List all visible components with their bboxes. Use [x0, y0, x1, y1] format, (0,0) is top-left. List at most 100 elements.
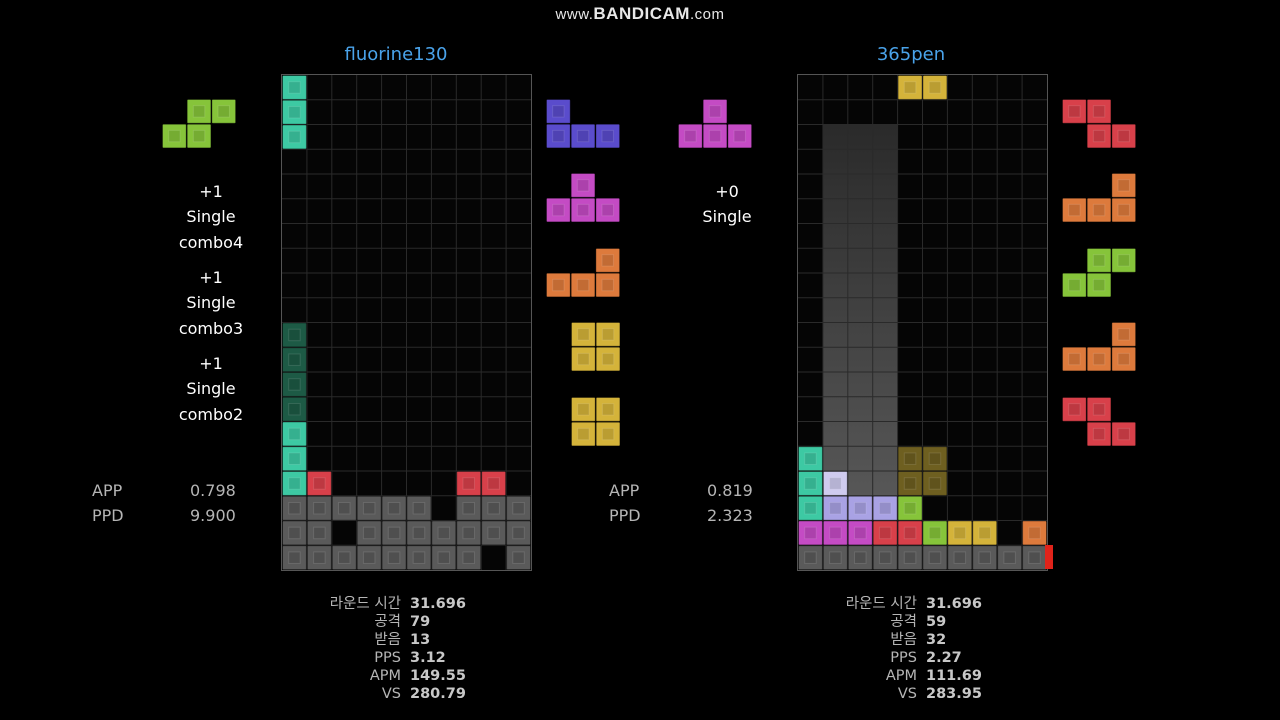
piece-cell	[595, 421, 621, 447]
piece-cell	[595, 346, 621, 372]
cell-i	[282, 471, 307, 496]
piece-cell	[1086, 421, 1112, 447]
piece-z-icon	[1062, 397, 1137, 447]
player1-next-piece-1	[546, 99, 621, 153]
piece-cell	[1062, 346, 1087, 372]
player1-hold-piece	[162, 99, 237, 153]
board-grid	[798, 75, 1047, 570]
piece-cell	[702, 123, 728, 149]
cell-o	[947, 520, 973, 546]
cell-garbage	[431, 545, 457, 570]
cell-garbage	[872, 545, 898, 570]
cell-o	[897, 75, 923, 100]
cell-o	[972, 520, 998, 546]
received-label: 받음	[890, 632, 917, 648]
piece-cell	[546, 197, 571, 223]
vs-value: 280.79	[410, 686, 466, 702]
cell-garbage	[381, 495, 407, 521]
cell-o	[922, 75, 948, 100]
piece-cell	[702, 99, 728, 124]
received-value: 13	[410, 632, 431, 648]
cell-o	[922, 471, 948, 496]
cell-garbage	[481, 495, 507, 521]
piece-cell	[546, 99, 571, 124]
player2-summary: 라운드 시간 31.696 공격 59 받음 32 PPS 2.27 APM 111.69…	[816, 595, 982, 703]
action-clear-type: Single	[186, 293, 236, 313]
summary-row-vs: VS 280.79	[300, 685, 466, 703]
ppd-value: 2.323	[707, 506, 753, 525]
piece-cell	[1111, 123, 1137, 149]
cell-garbage	[406, 520, 432, 546]
player2-next-piece-2	[1062, 173, 1137, 227]
piece-cell	[1086, 99, 1112, 124]
cell-i	[282, 124, 307, 150]
cell-garbage	[847, 545, 873, 570]
ppd-label: PPD	[609, 506, 641, 525]
piece-cell	[678, 123, 703, 149]
pps-label: PPS	[374, 650, 401, 666]
piece-o-icon	[571, 322, 621, 372]
piece-l-icon	[1062, 322, 1137, 372]
piece-cell	[1086, 397, 1112, 422]
action-clear-type: Single	[186, 379, 236, 399]
player2-next-piece-5	[1062, 397, 1137, 451]
action-attack: +1	[199, 268, 223, 287]
cell-garbage	[822, 545, 848, 570]
cell-garbage	[356, 520, 382, 546]
cell-garbage	[922, 545, 948, 570]
piece-cell	[595, 322, 621, 347]
cell-i	[798, 495, 823, 521]
action-combo: combo4	[178, 232, 244, 252]
cell-o	[897, 446, 923, 472]
cell-i	[282, 421, 307, 447]
cell-o	[922, 446, 948, 472]
cell-garbage	[306, 495, 332, 521]
cell-s	[922, 520, 948, 546]
piece-t-icon	[546, 173, 621, 223]
piece-cell	[1086, 197, 1112, 223]
action-attack: +1	[199, 182, 223, 201]
cell-i	[798, 471, 823, 496]
ppd-label: PPD	[92, 506, 124, 525]
cell-garbage	[306, 545, 332, 570]
app-value: 0.819	[707, 481, 753, 500]
cell-i	[282, 99, 307, 125]
cell-garbage	[897, 545, 923, 570]
cell-z	[872, 520, 898, 546]
piece-cell	[595, 123, 621, 149]
piece-s-icon	[1062, 248, 1137, 298]
player2-next-piece-4	[1062, 322, 1137, 376]
cell-garbage	[356, 495, 382, 521]
player1-board	[281, 74, 532, 571]
piece-cell	[1062, 272, 1087, 298]
cell-z	[306, 471, 332, 496]
piece-z-icon	[1062, 99, 1137, 149]
piece-l-icon	[546, 248, 621, 298]
cell-i	[282, 347, 307, 373]
action-attack: +0	[715, 182, 739, 201]
pps-value: 2.27	[926, 650, 962, 666]
cell-pending	[847, 495, 873, 521]
summary-row-apm: APM 149.55	[300, 667, 466, 685]
piece-cell	[1086, 248, 1112, 273]
attack-value: 79	[410, 614, 431, 630]
cell-garbage	[331, 545, 357, 570]
board-grid	[282, 75, 531, 570]
player1-summary: 라운드 시간 31.696 공격 79 받음 13 PPS 3.12 APM 149.55…	[300, 595, 466, 703]
piece-s-icon	[162, 99, 237, 149]
action-combo: combo3	[178, 318, 244, 338]
cell-s	[897, 495, 923, 521]
cell-z	[481, 471, 507, 496]
piece-cell	[1086, 123, 1112, 149]
pps-label: PPS	[890, 650, 917, 666]
cell-ghost	[822, 471, 848, 496]
piece-cell	[571, 346, 596, 372]
piece-cell	[1086, 272, 1112, 298]
cell-garbage	[506, 495, 531, 521]
summary-row-attack: 공격 79	[300, 613, 430, 631]
summary-row-received: 받음 13	[300, 631, 430, 649]
cell-l	[1022, 520, 1047, 546]
player2-board	[797, 74, 1048, 571]
piece-cell	[1111, 322, 1137, 347]
cell-t	[822, 520, 848, 546]
